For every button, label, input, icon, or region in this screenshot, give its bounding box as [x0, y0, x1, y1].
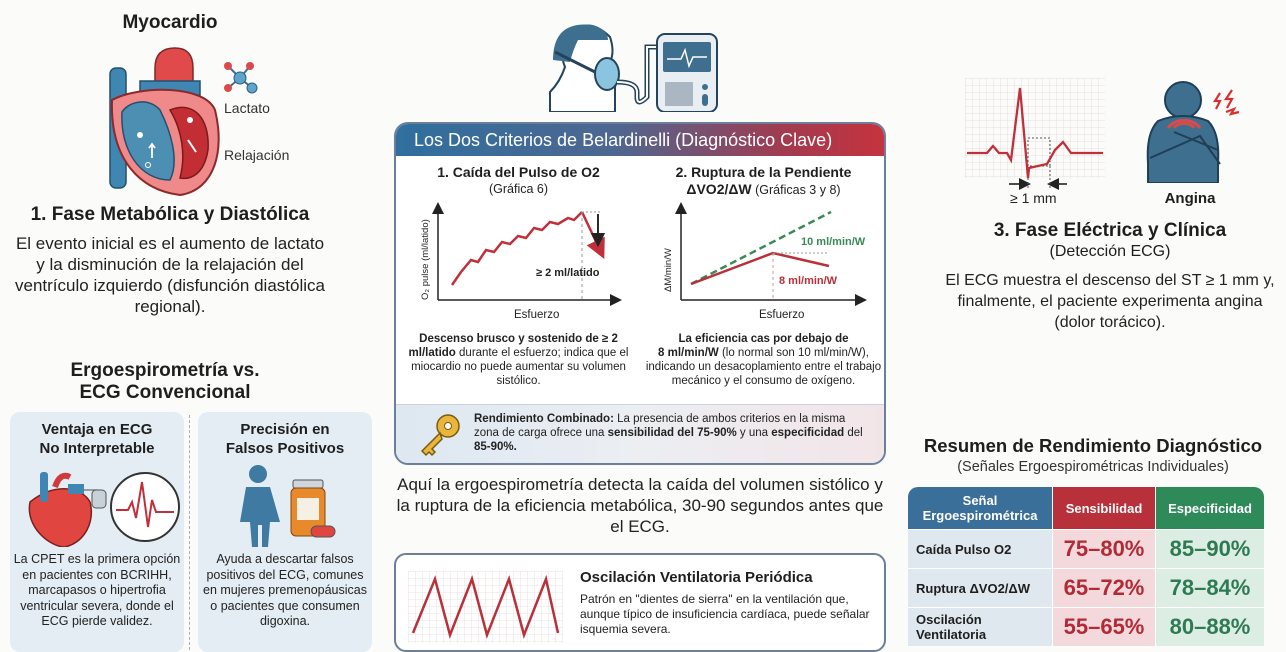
header-signal: Señal Ergoespirométrica — [908, 487, 1053, 529]
criteria-header: Los Dos Criterios de Belardinelli (Diagn… — [396, 124, 884, 156]
belardinelli-criteria-panel: Los Dos Criterios de Belardinelli (Diagn… — [394, 122, 886, 465]
card-falsos-positivos: Precisión en Falsos Positivos Ayuda a de… — [198, 412, 372, 652]
summary-title: Resumen de Rendimiento Diagnóstico — [923, 435, 1263, 456]
relajacion-label: Relajación — [224, 147, 290, 163]
table-row: Oscilación Ventilatoria 55–65% 80–88% — [908, 607, 1264, 646]
comparison-title-line1: Ergoespirometría vs. — [70, 360, 260, 381]
criterion-2-desc-rest: (lo normal son 10 ml/min/W), indicando u… — [645, 347, 882, 387]
combined-performance-text: Rendimiento Combinado: La presencia de a… — [474, 412, 869, 454]
combined-text1: La presencia de ambos criterios en la mi… — [474, 413, 846, 439]
summary-table: Señal Ergoespirométrica Sensibilidad Esp… — [908, 487, 1264, 646]
card-text: Ayuda a descartar falsos positivos del E… — [203, 552, 367, 628]
angina-label: Angina — [1164, 190, 1216, 207]
st-depression-label: ≥ 1 mm — [1010, 190, 1057, 206]
criteria-header-bold: Los Dos Criterios de Belardinelli — [414, 130, 671, 150]
molecule-icon — [224, 62, 258, 94]
criterion-1-desc-rest: durante el esfuerzo; indica que el mioca… — [411, 347, 629, 387]
oscillation-text: Patrón en "dientes de sierra" en la vent… — [580, 592, 870, 636]
criterion-1-desc: Descenso brusco y sostenido de ≥ 2 ml/la… — [396, 332, 641, 388]
o2-pulse-xlabel: Esfuerzo — [514, 309, 559, 321]
header-sensitivity: Sensibilidad — [1053, 487, 1156, 529]
lactato-label: Lactato — [224, 100, 270, 116]
sensitivity-cell: 75–80% — [1053, 529, 1156, 568]
card-title-line1: Ventaja en ECG — [41, 421, 153, 438]
vo2-slope-ylabel: ΔM/min/W — [663, 248, 674, 292]
early-detection-text: Aquí la ergoespirometría detecta la caíd… — [396, 475, 884, 536]
criterion-2-desc-bold2: 8 ml/min/W — [658, 347, 719, 359]
criterion-2-desc: La eficiencia cas por debajo de 8 ml/min… — [641, 332, 884, 388]
combined-specificity-value: 85-90%. — [474, 441, 517, 453]
o2-pulse-ylabel: O₂ pulse (ml/latido) — [420, 219, 431, 300]
combined-label: Rendimiento Combinado: — [474, 413, 614, 425]
vo2-slope-xlabel: Esfuerzo — [759, 309, 804, 321]
o2-pulse-chart: O₂ pulse (ml/latido) ≥ 2 ml/latido Esfue… — [420, 202, 622, 321]
vo2-slope-chart: ΔM/min/W 10 ml/min/W 8 ml/min/W Esfuerzo — [663, 202, 867, 321]
o2-pulse-annotation: ≥ 2 ml/latido — [536, 267, 600, 279]
table-header-row: Señal Ergoespirométrica Sensibilidad Esp… — [908, 487, 1264, 529]
header-specificity: Especificidad — [1156, 487, 1264, 529]
card-divider — [189, 415, 190, 650]
oscillation-panel: Oscilación Ventilatoria Periódica Patrón… — [394, 553, 886, 652]
criterion-2: 2. Ruptura de la Pendiente ΔVO2/ΔW (Gráf… — [641, 164, 884, 387]
comparison-title: Ergoespirometría vs. ECG Convencional — [40, 360, 290, 404]
oscillation-title: Oscilación Ventilatoria Periódica — [580, 569, 813, 586]
criterion-2-title-bold: ΔVO2/ΔW — [686, 181, 752, 197]
key-icon — [420, 414, 460, 457]
specificity-cell: 78–84% — [1156, 568, 1264, 607]
criterion-1: 1. Caída del Pulso de O2 (Gráfica 6) O₂ … — [396, 164, 641, 387]
combined-performance-box: Rendimiento Combinado: La presencia de a… — [396, 404, 884, 463]
criterion-2-desc-bold1: La eficiencia cas por debajo de — [678, 333, 849, 345]
criterion-2-title: 2. Ruptura de la Pendiente — [675, 164, 852, 180]
specificity-cell: 85–90% — [1156, 529, 1264, 568]
card-text: La CPET es la primera opción en paciente… — [13, 552, 181, 628]
heart-pacemaker-ecg-icon — [28, 472, 180, 547]
criterion-1-desc-bold: Descenso brusco y sostenido de ≥ 2 ml/la… — [408, 333, 618, 359]
ecg-st-depression-icon — [965, 78, 1105, 190]
normal-slope-label: 10 ml/min/W — [801, 236, 866, 248]
signal-cell: Caída Pulso O2 — [908, 529, 1053, 568]
woman-medication-icon — [240, 465, 336, 547]
criterion-1-title: 1. Caída del Pulso de O2 — [437, 164, 600, 180]
criteria-header-light: (Diagnóstico Clave) — [670, 130, 833, 150]
phase3-text: El ECG muestra el descenso del ST ≥ 1 mm… — [945, 272, 1275, 331]
comparison-title-line2: ECG Convencional — [79, 382, 251, 403]
card-title: Precisión en Falsos Positivos — [198, 420, 372, 458]
abnormal-slope-label: 8 ml/min/W — [779, 275, 838, 287]
angina-person-icon — [1146, 81, 1240, 183]
sensitivity-cell: 65–72% — [1053, 568, 1156, 607]
combined-specificity: especificidad — [771, 427, 845, 439]
phase1-title: 1. Fase Metabólica y Diastólica — [30, 204, 310, 225]
card-ecg-no-interpretable: Ventaja en ECG No Interpretable La CPET … — [10, 412, 184, 652]
phase3-subtitle: (Detección ECG) — [1049, 243, 1171, 260]
summary-subtitle: (Señales Ergoespirométricas Individuales… — [957, 459, 1229, 475]
combined-sensitivity: sensibilidad del 75-90% — [607, 427, 737, 439]
signal-cell: Ruptura ΔVO2/ΔW — [908, 568, 1053, 607]
combined-text3: del — [844, 427, 863, 439]
cpet-mask-device-icon — [549, 24, 718, 112]
sensitivity-cell: 55–65% — [1053, 607, 1156, 646]
table-row: Caída Pulso O2 75–80% 85–90% — [908, 529, 1264, 568]
card-title-line2: No Interpretable — [39, 440, 155, 457]
table-row: Ruptura ΔVO2/ΔW 65–72% 78–84% — [908, 568, 1264, 607]
criterion-2-title-sub: (Gráficas 3 y 8) — [751, 183, 841, 197]
card-title: Ventaja en ECG No Interpretable — [10, 420, 184, 458]
criterion-1-sub: (Gráfica 6) — [488, 182, 549, 196]
heart-anatomy-icon — [109, 47, 220, 197]
signal-cell: Oscilación Ventilatoria — [908, 607, 1053, 646]
card-title-line2: Falsos Positivos — [225, 440, 345, 457]
criterion-2-title-line2: ΔVO2/ΔW (Gráficas 3 y 8) — [641, 181, 884, 199]
combined-text2: y una — [736, 427, 772, 439]
specificity-cell: 80–88% — [1156, 607, 1264, 646]
card-title-line1: Precisión en — [240, 421, 330, 438]
myocardio-heading: Myocardio — [122, 12, 218, 33]
phase3-title: 3. Fase Eléctrica y Clínica — [993, 220, 1227, 241]
phase1-text: El evento inicial es el aumento de lacta… — [15, 234, 325, 316]
sawtooth-wave-icon — [408, 571, 563, 643]
